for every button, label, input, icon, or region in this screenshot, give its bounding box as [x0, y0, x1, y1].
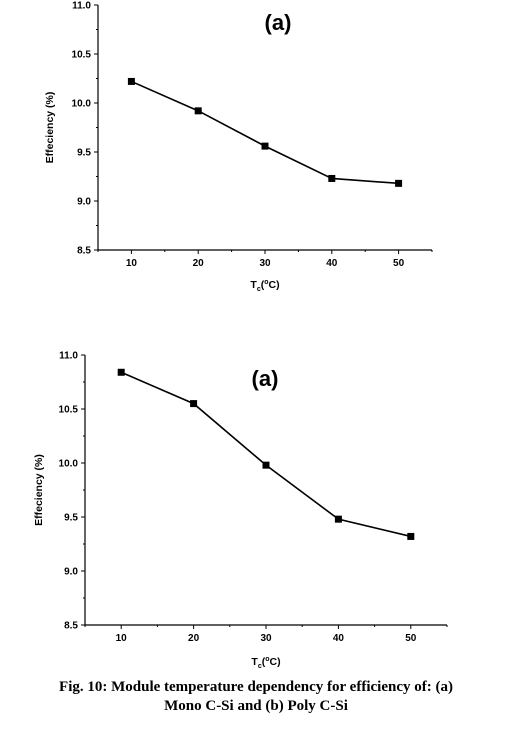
y-tick-label: 11.0	[72, 1, 91, 12]
x-tick-label: 40	[326, 258, 338, 269]
chart-mono-csi: 8.5 9.0 9.5 10.0 10.5 11.0 10 20 30 40 50 (a) Effeci…	[44, 1, 433, 293]
y-tick-label: 9.0	[64, 567, 78, 578]
figure-caption-line-1: Fig. 10: Module temperature dependency f…	[59, 679, 453, 695]
series-line	[120, 371, 411, 538]
data-point-marker	[117, 368, 125, 376]
x-tick-label: 20	[193, 258, 205, 269]
y-tick-label: 8.5	[64, 621, 78, 632]
x-axis-label-part: C)	[269, 279, 280, 291]
x-axis-label-part: o	[264, 279, 268, 286]
x-axis-label-part: o	[265, 656, 269, 663]
x-tick-label: 50	[405, 633, 417, 644]
panel-label: (a)	[265, 10, 292, 35]
x-tick-label: 30	[260, 633, 272, 644]
y-axis-label: Effeciency (%)	[33, 454, 45, 526]
x-axis-label-part: (	[262, 656, 266, 668]
data-point-marker	[194, 107, 202, 115]
y-tick-label: 11.0	[59, 351, 78, 362]
x-tick-label: 50	[393, 258, 405, 269]
y-tick-label: 8.5	[77, 246, 91, 257]
data-point-marker	[328, 174, 336, 182]
x-axis-label-part: (	[261, 279, 265, 291]
y-tick-label: 9.0	[77, 197, 91, 208]
y-tick-label: 10.5	[59, 405, 79, 416]
data-point-marker	[407, 532, 415, 540]
x-axis-label-part: c	[258, 663, 262, 670]
series-line	[131, 80, 399, 185]
x-axis-label-part: T	[250, 279, 257, 291]
y-tick-label: 9.5	[77, 148, 91, 159]
y-tick-label: 10.0	[72, 99, 92, 110]
y-tick-label: 10.0	[59, 459, 79, 470]
y-axis-label: Effeciency (%)	[44, 92, 56, 164]
figure-caption-line-2: Mono C-Si and (b) Poly C-Si	[164, 698, 348, 714]
x-tick-label: 20	[188, 633, 200, 644]
data-point-marker	[127, 77, 135, 85]
data-point-marker	[334, 515, 342, 523]
data-point-marker	[262, 461, 270, 469]
x-axis-label-part: T	[251, 656, 258, 668]
data-point-marker	[261, 142, 269, 150]
panel-label: (a)	[252, 366, 279, 391]
x-tick-label: 30	[259, 258, 271, 269]
chart-poly-csi: 8.5 9.0 9.5 10.0 10.5 11.0 10 20 30 40 50 (a) Effeci…	[33, 351, 448, 670]
x-axis-label-part: c	[257, 286, 261, 293]
x-axis-label: Tc(oC)	[250, 279, 279, 293]
y-tick-label: 9.5	[64, 513, 78, 524]
x-tick-label: 10	[116, 633, 128, 644]
y-tick-label: 10.5	[72, 50, 92, 61]
data-point-marker	[190, 400, 198, 408]
x-tick-label: 10	[126, 258, 138, 269]
x-axis-label: Tc(oC)	[251, 656, 280, 670]
x-tick-label: 40	[333, 633, 345, 644]
data-point-marker	[395, 179, 403, 187]
x-axis-label-part: C)	[270, 656, 281, 668]
